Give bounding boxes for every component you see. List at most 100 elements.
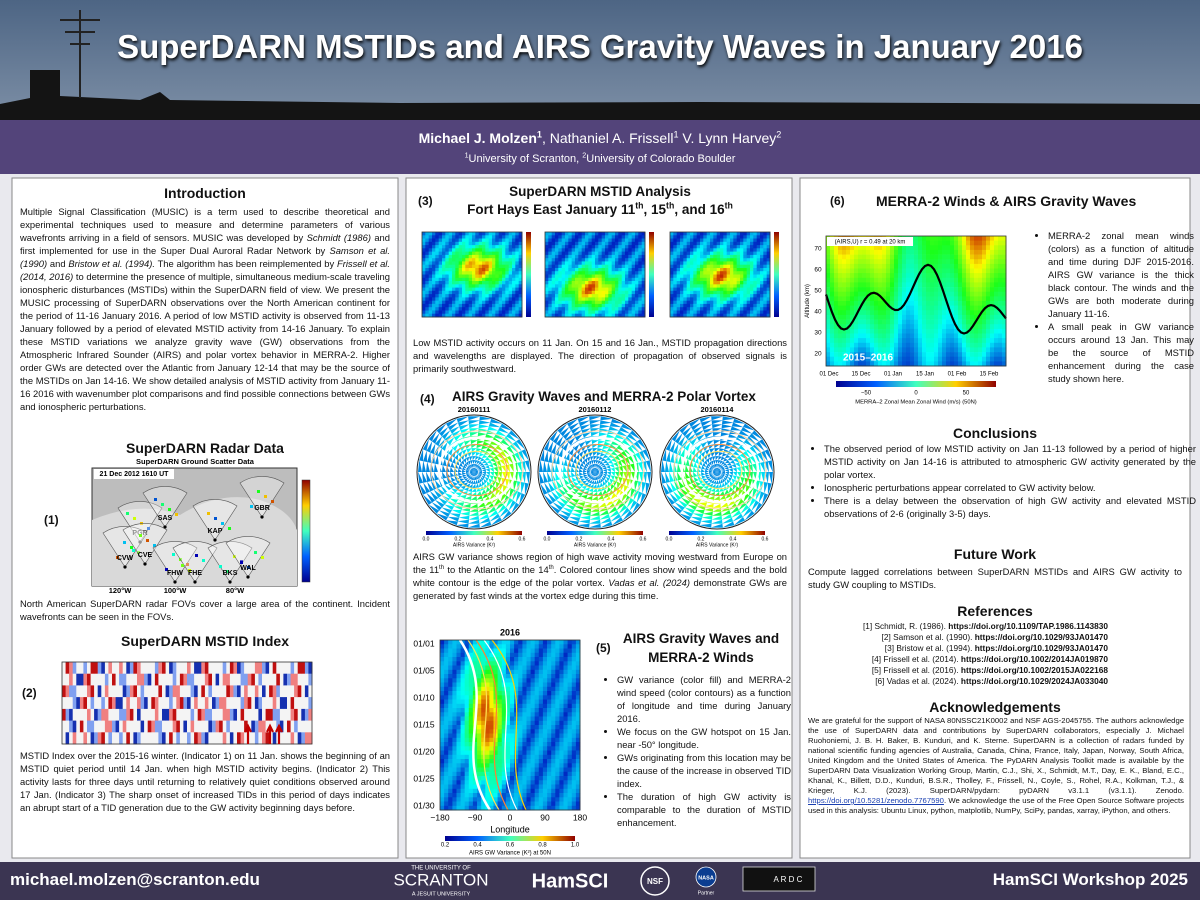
polar-cell: [614, 455, 621, 461]
heat-cell: [598, 241, 602, 246]
heat-cell: [465, 300, 469, 305]
heat-cell: [545, 261, 549, 266]
heat-cell: [750, 261, 754, 266]
heat-cell: [448, 284, 453, 288]
polar-cell: [685, 465, 689, 472]
heat-cell: [265, 685, 270, 698]
heat-cell: [455, 258, 459, 262]
heat-cell: [428, 277, 433, 282]
heat-cell: [162, 662, 166, 675]
heat-cell: [489, 657, 494, 662]
heat-cell: [518, 290, 523, 295]
heat-cell: [690, 232, 694, 236]
heat-cell: [670, 232, 674, 236]
heat-cell: [565, 274, 569, 279]
heat-cell: [212, 697, 216, 710]
heat-cell: [179, 720, 184, 733]
heat-cell: [475, 264, 479, 269]
heat-cell: [455, 294, 459, 298]
polar-cell: [701, 475, 707, 479]
heat-cell: [283, 685, 288, 698]
wind-contour: [551, 430, 645, 510]
heat-cell: [631, 277, 636, 282]
polar-cell: [721, 452, 728, 457]
heat-cell: [601, 313, 606, 318]
heat-cell: [452, 271, 456, 275]
heat-cell: [581, 294, 586, 298]
heat-cell: [746, 294, 751, 298]
heat-cell: [690, 294, 694, 298]
polar-cell: [583, 469, 587, 472]
polar-cell: [474, 468, 477, 472]
polar-cell: [602, 475, 606, 480]
heat-cell: [468, 801, 474, 807]
polar-cell: [764, 449, 772, 461]
heat-cell: [605, 248, 609, 252]
heat-cell: [87, 673, 91, 686]
heat-cell: [154, 662, 159, 675]
heat-cell: [700, 303, 704, 308]
heat-cell: [733, 248, 737, 252]
heat-cell: [548, 277, 552, 282]
polar-cell: [444, 492, 453, 499]
heat-cell: [197, 720, 202, 733]
heat-cell: [83, 685, 88, 698]
heat-cell: [462, 277, 466, 282]
heat-cell: [750, 287, 754, 292]
heat-cell: [472, 797, 478, 802]
polar-cell: [709, 468, 714, 472]
heat-cell: [489, 674, 494, 679]
heat-cell: [743, 241, 747, 246]
heat-cell: [468, 678, 474, 683]
heat-cell: [472, 784, 478, 790]
heat-cell: [686, 290, 691, 295]
heat-cell: [468, 261, 473, 266]
heat-cell: [726, 277, 731, 282]
polar-cell: [717, 472, 719, 476]
heat-cell: [458, 290, 463, 295]
heat-cell: [736, 294, 741, 298]
polar-cell: [717, 469, 721, 472]
heat-cell: [502, 290, 506, 295]
heat-cell: [763, 264, 767, 269]
heat-cell: [425, 241, 429, 246]
heat-cell: [760, 290, 764, 295]
heat-cell: [635, 245, 639, 249]
heat-cell: [578, 313, 582, 318]
heat-cell: [736, 287, 741, 292]
heat-cell: [477, 708, 482, 713]
heat-cell: [477, 733, 482, 739]
heat-cell: [505, 801, 511, 807]
heat-cell: [297, 720, 302, 733]
heat-cell: [690, 290, 694, 295]
heat-cell: [605, 313, 609, 318]
polar-cell: [509, 443, 519, 453]
heat-cell: [468, 784, 474, 790]
heat-cell: [115, 697, 120, 710]
heat-cell: [482, 277, 486, 282]
heat-cell: [422, 245, 426, 249]
heat-cell: [294, 708, 299, 721]
heat-cell: [720, 245, 724, 249]
heat-cell: [452, 729, 457, 734]
heat-cell: [452, 763, 457, 768]
heat-cell: [422, 258, 426, 262]
heat-cell: [438, 281, 443, 285]
heat-cell: [137, 708, 141, 721]
heat-cell: [129, 720, 134, 733]
heat-cell: [585, 245, 589, 249]
heat-cell: [670, 294, 674, 298]
heat-cell: [119, 720, 124, 733]
heat-cell: [595, 310, 599, 315]
heat-cell: [502, 258, 506, 262]
heat-cell: [571, 248, 576, 252]
heat-cell: [733, 261, 737, 266]
heat-cell: [763, 281, 767, 285]
heat-cell: [122, 708, 127, 721]
heat-cell: [119, 673, 124, 686]
figure-text: 0.0: [544, 536, 551, 542]
polar-cell: [463, 464, 467, 469]
heat-cell: [481, 708, 486, 713]
heat-cell: [555, 313, 559, 318]
heat-cell: [571, 241, 576, 246]
